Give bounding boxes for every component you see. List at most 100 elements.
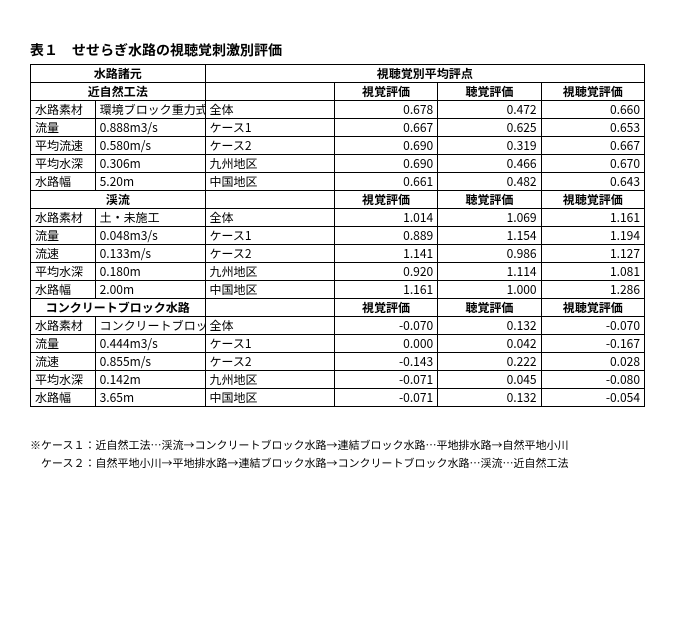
header-right: 視聴覚別平均評点 [205, 65, 645, 83]
visual-value: 0.690 [334, 137, 437, 155]
audio-value: 0.319 [438, 137, 541, 155]
data-table: 水路諸元視聴覚別平均評点近自然工法視覚評価聴覚評価視聴覚評価水路素材環境ブロック… [30, 64, 645, 407]
av-value: 1.286 [541, 281, 644, 299]
eval-label: ケース2 [205, 245, 334, 263]
spec-label: 流速 [31, 353, 96, 371]
eval-label: 九州地区 [205, 263, 334, 281]
av-value: 1.194 [541, 227, 644, 245]
col-header-av: 視聴覚評価 [541, 83, 644, 101]
col-header-audio: 聴覚評価 [438, 191, 541, 209]
eval-label: 全体 [205, 101, 334, 119]
footnote-1: ※ケース１：近自然工法…渓流→コンクリートブロック水路→連結ブロック水路…平地排… [30, 437, 645, 455]
spec-label: 水路素材 [31, 101, 96, 119]
visual-value: -0.070 [334, 317, 437, 335]
av-value: 1.081 [541, 263, 644, 281]
visual-value: 1.161 [334, 281, 437, 299]
visual-value: -0.071 [334, 371, 437, 389]
audio-value: 0.045 [438, 371, 541, 389]
footnotes: ※ケース１：近自然工法…渓流→コンクリートブロック水路→連結ブロック水路…平地排… [30, 437, 645, 472]
av-value: 0.653 [541, 119, 644, 137]
audio-value: 0.472 [438, 101, 541, 119]
table-title: 表１ せせらぎ水路の視聴覚刺激別評価 [30, 40, 645, 60]
eval-label: 中国地区 [205, 173, 334, 191]
footnote-2: ケース２：自然平地小川→平地排水路→連結ブロック水路→コンクリートブロック水路…… [30, 455, 645, 473]
visual-value: 0.000 [334, 335, 437, 353]
spec-label: 流量 [31, 227, 96, 245]
spec-value: 環境ブロック重力式 [95, 101, 205, 119]
spec-label: 平均水深 [31, 155, 96, 173]
spec-label: 水路幅 [31, 281, 96, 299]
spec-label: 平均水深 [31, 371, 96, 389]
spec-label: 流量 [31, 119, 96, 137]
spec-value: 土・未施工 [95, 209, 205, 227]
spec-value: 0.048m3/s [95, 227, 205, 245]
spec-value: 0.888m3/s [95, 119, 205, 137]
visual-value: 0.690 [334, 155, 437, 173]
audio-value: 0.042 [438, 335, 541, 353]
eval-label: ケース1 [205, 119, 334, 137]
spec-value: 0.142m [95, 371, 205, 389]
spec-value: 0.133m/s [95, 245, 205, 263]
spec-value: 0.855m/s [95, 353, 205, 371]
col-header-visual: 視覚評価 [334, 299, 437, 317]
spec-label: 流量 [31, 335, 96, 353]
section-name: 近自然工法 [31, 83, 206, 101]
spec-label: 平均水深 [31, 263, 96, 281]
eval-label: 九州地区 [205, 155, 334, 173]
visual-value: 0.889 [334, 227, 437, 245]
av-value: 1.161 [541, 209, 644, 227]
col-header-visual: 視覚評価 [334, 83, 437, 101]
visual-value: 0.920 [334, 263, 437, 281]
spec-label: 流速 [31, 245, 96, 263]
col-header-audio: 聴覚評価 [438, 83, 541, 101]
av-value: 1.127 [541, 245, 644, 263]
eval-label: ケース1 [205, 227, 334, 245]
av-value: -0.080 [541, 371, 644, 389]
eval-label: 中国地区 [205, 389, 334, 407]
spec-label: 水路素材 [31, 317, 96, 335]
col-header-visual: 視覚評価 [334, 191, 437, 209]
av-value: 0.643 [541, 173, 644, 191]
spec-value: 0.306m [95, 155, 205, 173]
audio-value: 0.625 [438, 119, 541, 137]
col-header-av: 視聴覚評価 [541, 299, 644, 317]
av-value: 0.660 [541, 101, 644, 119]
spec-label: 水路幅 [31, 173, 96, 191]
visual-value: -0.143 [334, 353, 437, 371]
eval-label: 中国地区 [205, 281, 334, 299]
visual-value: 0.667 [334, 119, 437, 137]
audio-value: 0.482 [438, 173, 541, 191]
audio-value: 0.132 [438, 317, 541, 335]
col-header-audio: 聴覚評価 [438, 299, 541, 317]
audio-value: 1.069 [438, 209, 541, 227]
visual-value: -0.071 [334, 389, 437, 407]
spec-value: 3.65m [95, 389, 205, 407]
visual-value: 1.014 [334, 209, 437, 227]
header-left: 水路諸元 [31, 65, 206, 83]
eval-label: ケース2 [205, 353, 334, 371]
spec-label: 水路素材 [31, 209, 96, 227]
audio-value: 1.114 [438, 263, 541, 281]
audio-value: 1.154 [438, 227, 541, 245]
audio-value: 1.000 [438, 281, 541, 299]
section-name: コンクリートブロック水路 [31, 299, 206, 317]
visual-value: 1.141 [334, 245, 437, 263]
section-name: 渓流 [31, 191, 206, 209]
spec-label: 水路幅 [31, 389, 96, 407]
av-value: -0.167 [541, 335, 644, 353]
spec-label: 平均流速 [31, 137, 96, 155]
spec-value: 0.580m/s [95, 137, 205, 155]
eval-label: ケース2 [205, 137, 334, 155]
spec-value: 0.180m [95, 263, 205, 281]
col-header-av: 視聴覚評価 [541, 191, 644, 209]
eval-label: 九州地区 [205, 371, 334, 389]
av-value: 0.670 [541, 155, 644, 173]
av-value: -0.054 [541, 389, 644, 407]
spec-value: 5.20m [95, 173, 205, 191]
spec-value: 2.00m [95, 281, 205, 299]
eval-label: 全体 [205, 209, 334, 227]
audio-value: 0.222 [438, 353, 541, 371]
av-value: 0.028 [541, 353, 644, 371]
av-value: 0.667 [541, 137, 644, 155]
spec-value: コンクリートブロック [95, 317, 205, 335]
